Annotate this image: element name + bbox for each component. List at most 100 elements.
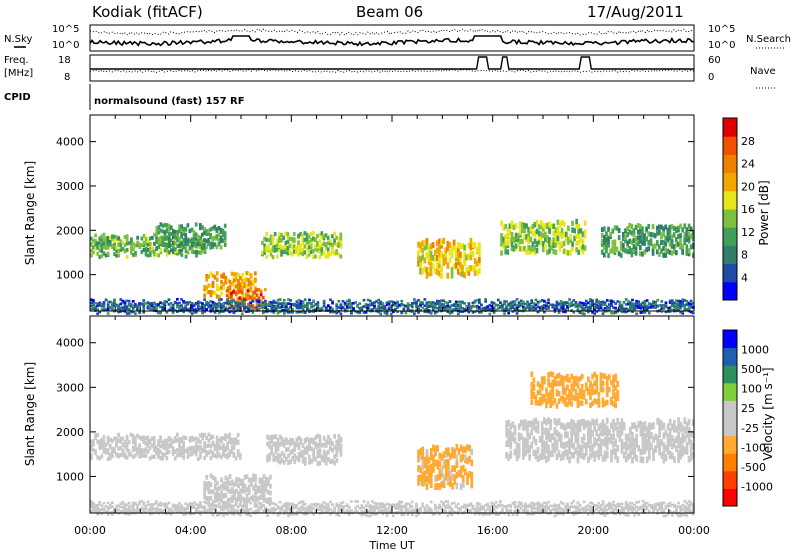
heatmap-cell xyxy=(587,427,590,434)
heatmap-cell xyxy=(205,509,208,513)
heatmap-cell xyxy=(117,242,121,247)
heatmap-cell xyxy=(417,260,420,267)
heatmap-cell xyxy=(454,252,458,259)
heatmap-cell xyxy=(314,502,318,506)
heatmap-cell xyxy=(335,502,339,506)
heatmap-cell xyxy=(364,305,368,309)
heatmap-cell xyxy=(561,303,565,306)
heatmap-cell xyxy=(486,305,490,308)
heatmap-cell xyxy=(379,509,383,512)
heatmap-cell xyxy=(271,248,275,253)
heatmap-cell xyxy=(209,293,213,298)
heatmap-cell xyxy=(566,401,569,408)
heatmap-cell xyxy=(165,311,169,314)
heatmap-cell xyxy=(614,448,617,455)
heatmap-cell xyxy=(373,513,376,516)
heatmap-cell xyxy=(241,488,245,494)
heatmap-cell xyxy=(660,304,664,307)
heatmap-cell xyxy=(115,235,118,240)
heatmap-cell xyxy=(271,245,275,250)
heatmap-cell xyxy=(608,374,611,380)
heatmap-cell xyxy=(467,305,471,308)
heatmap-cell xyxy=(234,456,238,461)
heatmap-cell xyxy=(138,443,141,448)
heatmap-cell xyxy=(146,306,150,309)
heatmap-cell xyxy=(167,443,171,448)
heatmap-cell xyxy=(666,230,670,236)
heatmap-cell xyxy=(555,419,559,427)
heatmap-cell xyxy=(679,300,682,303)
heatmap-cell xyxy=(559,306,563,309)
heatmap-cell xyxy=(689,226,693,232)
heatmap-cell xyxy=(410,305,414,308)
heatmap-cell xyxy=(670,243,674,249)
heatmap-cell xyxy=(297,302,301,305)
heatmap-cell xyxy=(415,514,418,518)
heatmap-cell xyxy=(232,272,236,277)
heatmap-cell xyxy=(537,224,541,230)
heatmap-cell xyxy=(677,431,680,438)
heatmap-cell xyxy=(182,238,186,243)
heatmap-cell xyxy=(360,513,364,517)
heatmap-cell xyxy=(371,308,374,311)
heatmap-cell xyxy=(605,417,609,425)
heatmap-cell xyxy=(626,453,630,461)
heatmap-cell xyxy=(142,306,146,310)
heatmap-cell xyxy=(587,431,590,439)
heatmap-cell xyxy=(209,507,213,511)
heatmap-cell xyxy=(522,419,525,427)
heatmap-cell xyxy=(192,448,196,453)
heatmap-cell xyxy=(421,301,425,304)
heatmap-cell xyxy=(670,250,674,256)
heatmap-cell xyxy=(507,303,510,306)
heatmap-cell xyxy=(306,305,309,308)
heatmap-cell xyxy=(537,234,541,241)
heatmap-cell xyxy=(264,303,267,307)
heatmap-cell xyxy=(211,489,215,495)
heatmap-cell xyxy=(548,221,551,228)
heatmap-cell xyxy=(305,254,309,259)
heatmap-cell xyxy=(312,437,315,443)
heatmap-cell xyxy=(551,394,555,400)
heatmap-cell xyxy=(473,300,477,304)
heatmap-cell xyxy=(209,456,213,461)
heatmap-cell xyxy=(273,248,277,253)
heatmap-cell xyxy=(274,455,278,461)
heatmap-cell xyxy=(597,301,601,305)
heatmap-cell xyxy=(211,236,215,241)
heatmap-cell xyxy=(427,310,431,314)
heatmap-cell xyxy=(191,246,194,251)
heatmap-cell xyxy=(182,300,185,303)
heatmap-cell xyxy=(527,238,530,245)
heatmap-cell xyxy=(268,452,271,458)
heatmap-cell xyxy=(138,500,141,504)
heatmap-cell xyxy=(562,240,566,247)
heatmap-cell xyxy=(309,237,313,243)
heatmap-cell xyxy=(605,387,609,394)
heatmap-cell xyxy=(536,455,540,463)
heatmap-cell xyxy=(614,402,617,409)
heatmap-cell xyxy=(564,249,568,255)
heatmap-cell xyxy=(440,272,443,279)
heatmap-cell xyxy=(679,223,682,229)
heatmap-cell xyxy=(253,296,257,301)
heatmap-cell xyxy=(343,308,347,311)
heatmap-cell xyxy=(252,485,255,491)
heatmap-cell xyxy=(310,510,313,514)
heatmap-cell xyxy=(138,454,141,459)
heatmap-cell xyxy=(677,301,680,305)
heatmap-cell xyxy=(368,506,372,510)
heatmap-cell xyxy=(544,231,547,237)
heatmap-cell xyxy=(301,453,305,459)
heatmap-cell xyxy=(509,303,513,306)
heatmap-cell xyxy=(213,235,217,240)
heatmap-cell xyxy=(473,305,477,308)
heatmap-cell xyxy=(159,509,162,513)
heatmap-cell xyxy=(579,246,583,252)
heatmap-cell xyxy=(417,305,420,308)
heatmap-cell xyxy=(155,226,159,231)
heatmap-cell xyxy=(224,445,227,450)
heatmap-cell xyxy=(624,433,628,441)
heatmap-cell xyxy=(463,256,466,263)
heatmap-cell xyxy=(564,387,567,393)
